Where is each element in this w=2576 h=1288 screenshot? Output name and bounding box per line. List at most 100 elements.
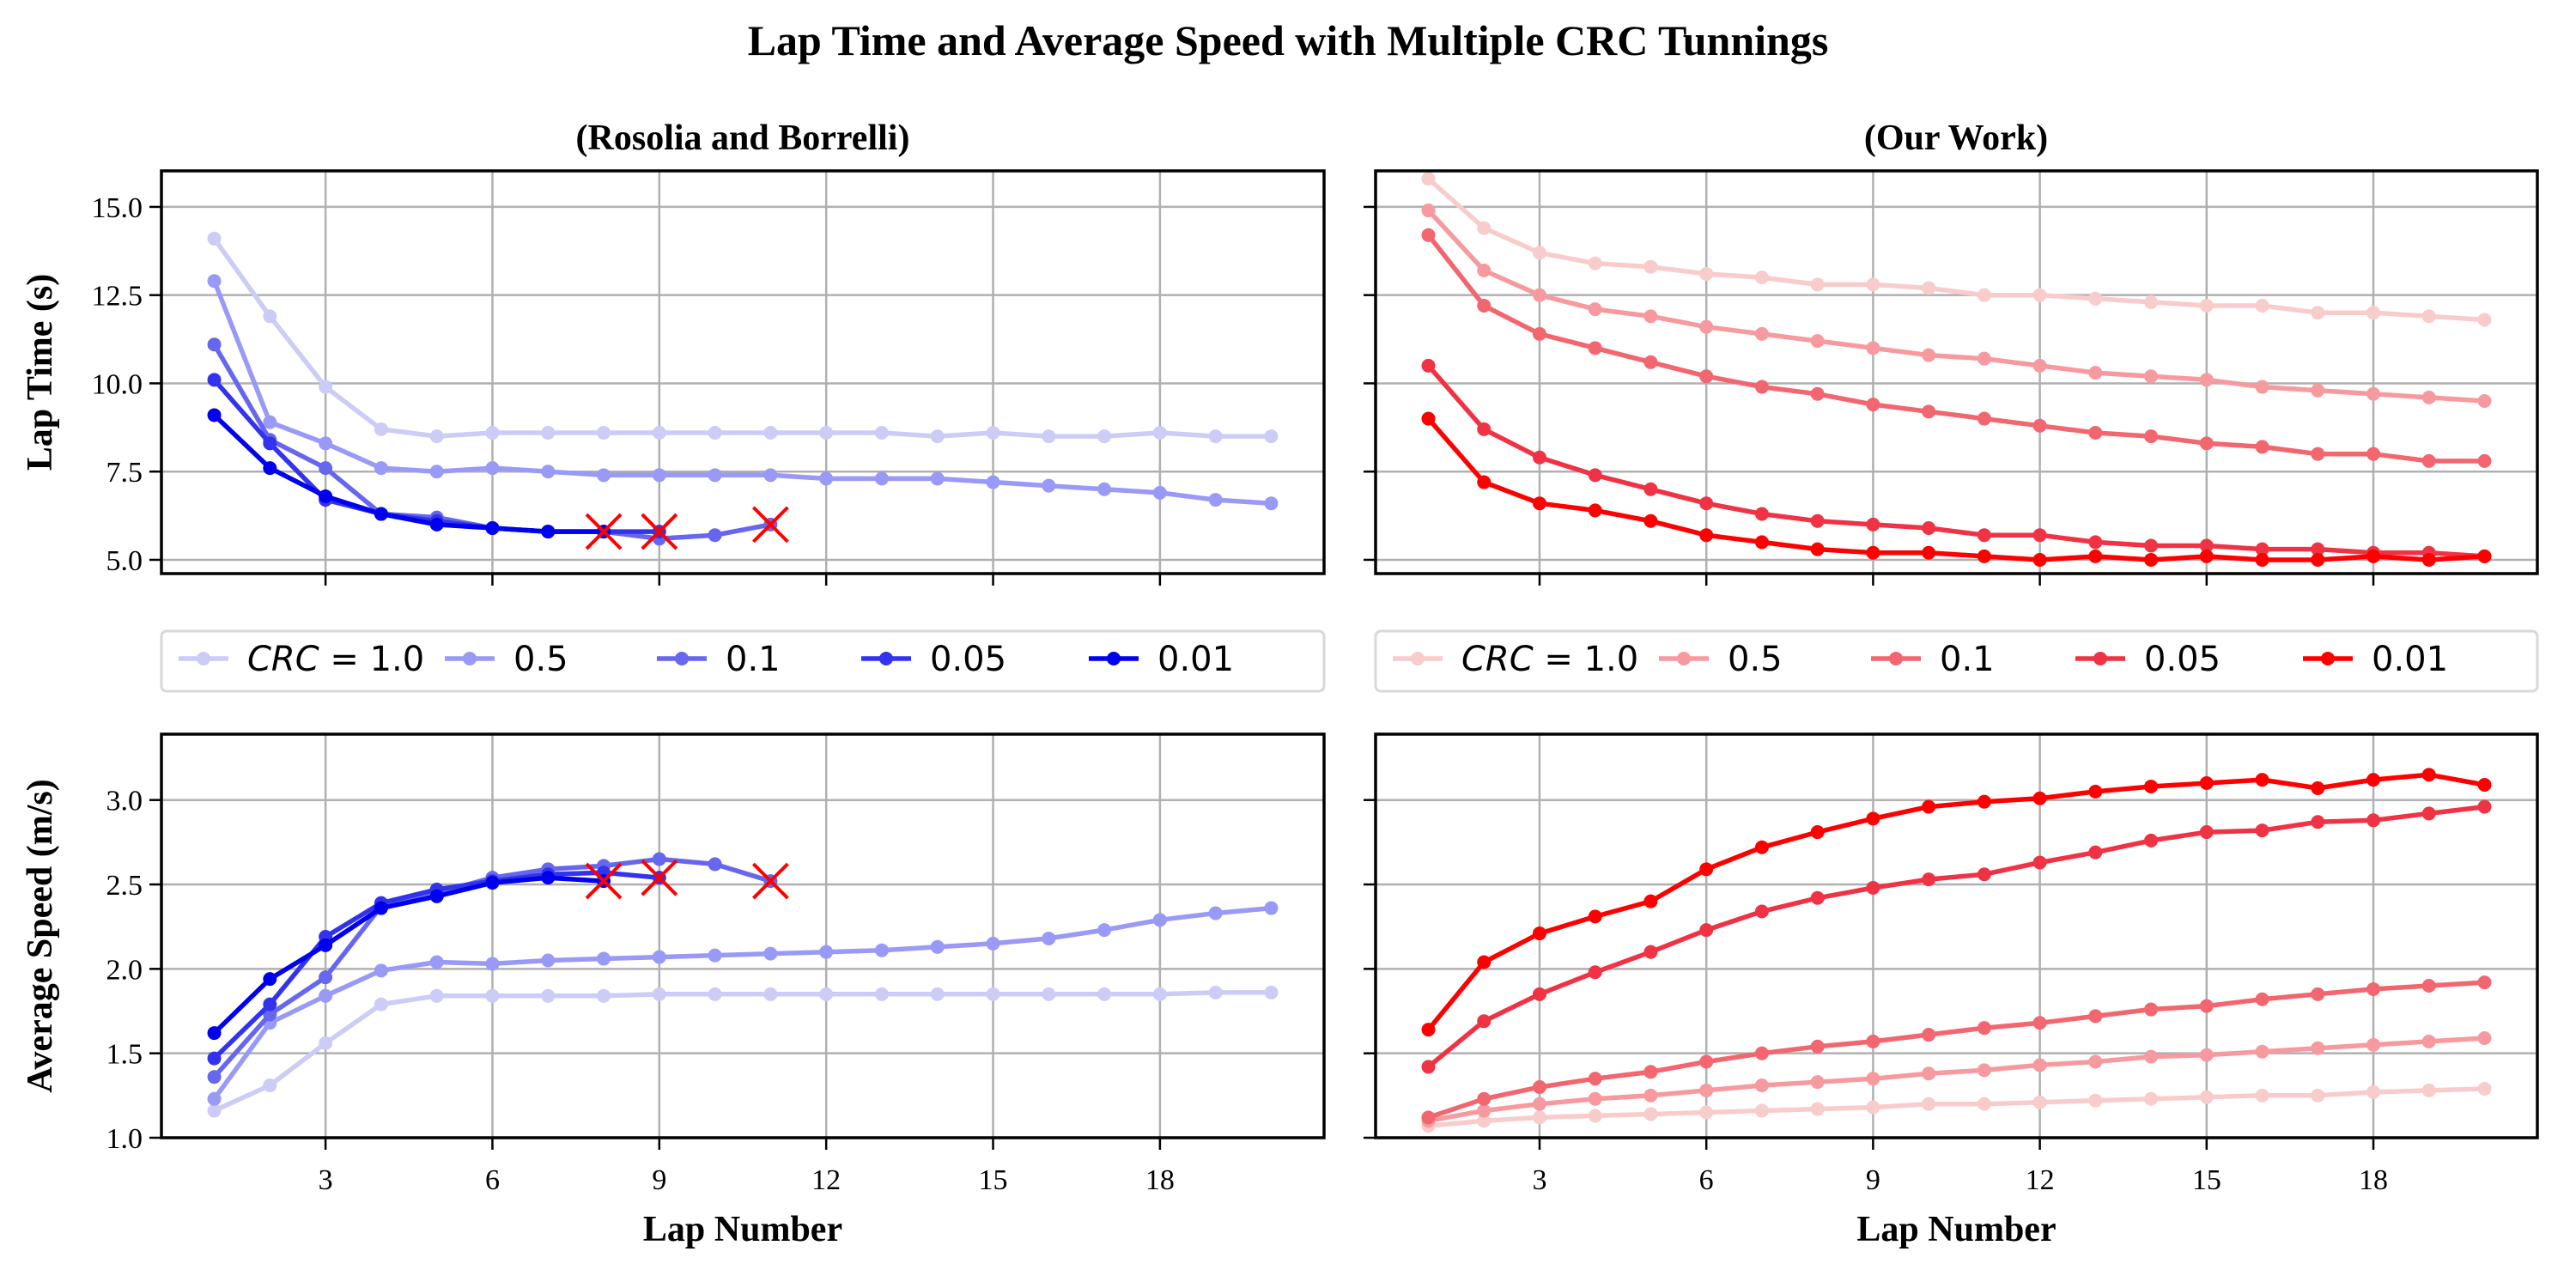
data-point <box>485 520 500 535</box>
x-axis-label: Lap Number <box>643 1210 842 1249</box>
data-point <box>1264 901 1279 915</box>
data-point <box>2088 1009 2103 1024</box>
data-point <box>2088 1054 2103 1069</box>
data-point <box>2144 295 2159 309</box>
data-point <box>429 955 444 969</box>
data-point <box>1532 288 1546 302</box>
data-point <box>1532 246 1546 260</box>
data-point <box>1532 496 1546 511</box>
legend-entry: 0.05 <box>2075 640 2221 679</box>
data-point <box>319 1036 333 1050</box>
data-point <box>2088 1093 2103 1108</box>
data-point <box>1588 1091 1602 1106</box>
data-point <box>2032 855 2047 870</box>
data-point <box>986 936 1000 951</box>
series-line-0.5 <box>1428 1036 2485 1124</box>
legend-label: 0.01 <box>2372 640 2448 679</box>
failure-x-stroke <box>641 859 678 896</box>
data-point <box>2032 791 2047 805</box>
series-line-0.5 <box>1426 209 2485 404</box>
failure-x-stroke <box>585 513 623 550</box>
series-line-0.05 <box>212 378 659 534</box>
data-point <box>652 468 666 483</box>
legend-right: CRC = 1.0 0.5 0.1 0.05 0.01 <box>1374 629 2539 693</box>
series-line-0.5 <box>211 280 1272 506</box>
data-point <box>1922 1066 1936 1081</box>
legend-marker-swatch <box>1107 652 1121 665</box>
failure-x-stroke <box>751 506 789 544</box>
data-point <box>429 517 444 532</box>
data-point <box>1588 302 1602 317</box>
data-point <box>263 997 277 1012</box>
data-point <box>1532 987 1546 1001</box>
data-point <box>207 337 222 352</box>
x-tick-label: 3 <box>1532 1164 1546 1196</box>
data-point <box>2311 552 2325 567</box>
data-point <box>1532 927 1546 941</box>
data-point <box>1532 450 1546 465</box>
data-point <box>1477 955 1492 969</box>
x-tick-label: 15 <box>2192 1164 2221 1196</box>
data-point <box>2199 1090 2214 1104</box>
data-point <box>1588 1072 1602 1086</box>
legend-left: CRC = 1.0 0.5 0.1 0.05 0.01 <box>160 629 1326 693</box>
legend-frame <box>1374 629 2539 693</box>
data-point <box>1643 945 1658 959</box>
legend-label: 0.5 <box>1728 640 1783 679</box>
data-point <box>263 1078 277 1093</box>
data-point <box>2366 386 2381 401</box>
data-point <box>1643 1088 1658 1103</box>
data-point <box>541 988 556 1003</box>
data-point <box>597 468 611 483</box>
data-point <box>207 1103 222 1118</box>
data-point <box>1643 309 1658 324</box>
data-point <box>1152 425 1167 440</box>
data-point <box>763 425 778 440</box>
data-point <box>374 507 388 521</box>
data-point <box>2421 390 2436 404</box>
data-point <box>2255 773 2269 787</box>
data-point <box>1477 263 1492 277</box>
data-point <box>2032 1095 2047 1109</box>
data-point <box>1643 513 1658 528</box>
x-tick-label: 3 <box>319 1164 333 1196</box>
data-point <box>2311 1041 2325 1055</box>
data-point <box>2144 552 2159 567</box>
y-tick-label: 5.0 <box>106 545 143 577</box>
data-point <box>1810 890 1825 905</box>
data-point <box>2088 291 2103 306</box>
data-point <box>1152 987 1167 1001</box>
data-point <box>319 461 333 476</box>
data-point <box>1977 549 1991 563</box>
data-point <box>1421 204 1436 218</box>
y-axis-label: Lap Time (s) <box>21 274 60 471</box>
data-point <box>374 963 388 978</box>
series-line-crc-1.0 <box>1428 1086 2485 1128</box>
data-point <box>2144 1002 2159 1017</box>
data-point <box>1810 1039 1825 1054</box>
data-point <box>207 373 222 387</box>
data-point <box>1866 341 1880 355</box>
data-point <box>263 436 277 451</box>
data-point <box>207 274 222 289</box>
y-tick-label: 2.5 <box>106 870 143 902</box>
data-point <box>652 950 666 964</box>
legend-entry: 0.1 <box>1871 640 1995 679</box>
y-tick-label: 3.0 <box>106 786 143 817</box>
data-point <box>485 876 500 890</box>
data-point <box>708 468 722 483</box>
data-point <box>1421 228 1436 242</box>
data-point <box>1754 904 1769 919</box>
data-point <box>1866 811 1880 826</box>
data-point <box>1588 1109 1602 1123</box>
failure-x-stroke <box>585 862 623 900</box>
data-point <box>874 987 889 1001</box>
data-point <box>1532 1110 1546 1125</box>
legend-marker-swatch <box>2093 652 2107 665</box>
data-point <box>1977 867 1991 882</box>
y-tick-label: 10.0 <box>92 368 143 400</box>
data-point <box>1810 513 1825 528</box>
data-point <box>1699 923 1714 938</box>
data-point <box>319 970 333 985</box>
data-point <box>1754 507 1769 521</box>
